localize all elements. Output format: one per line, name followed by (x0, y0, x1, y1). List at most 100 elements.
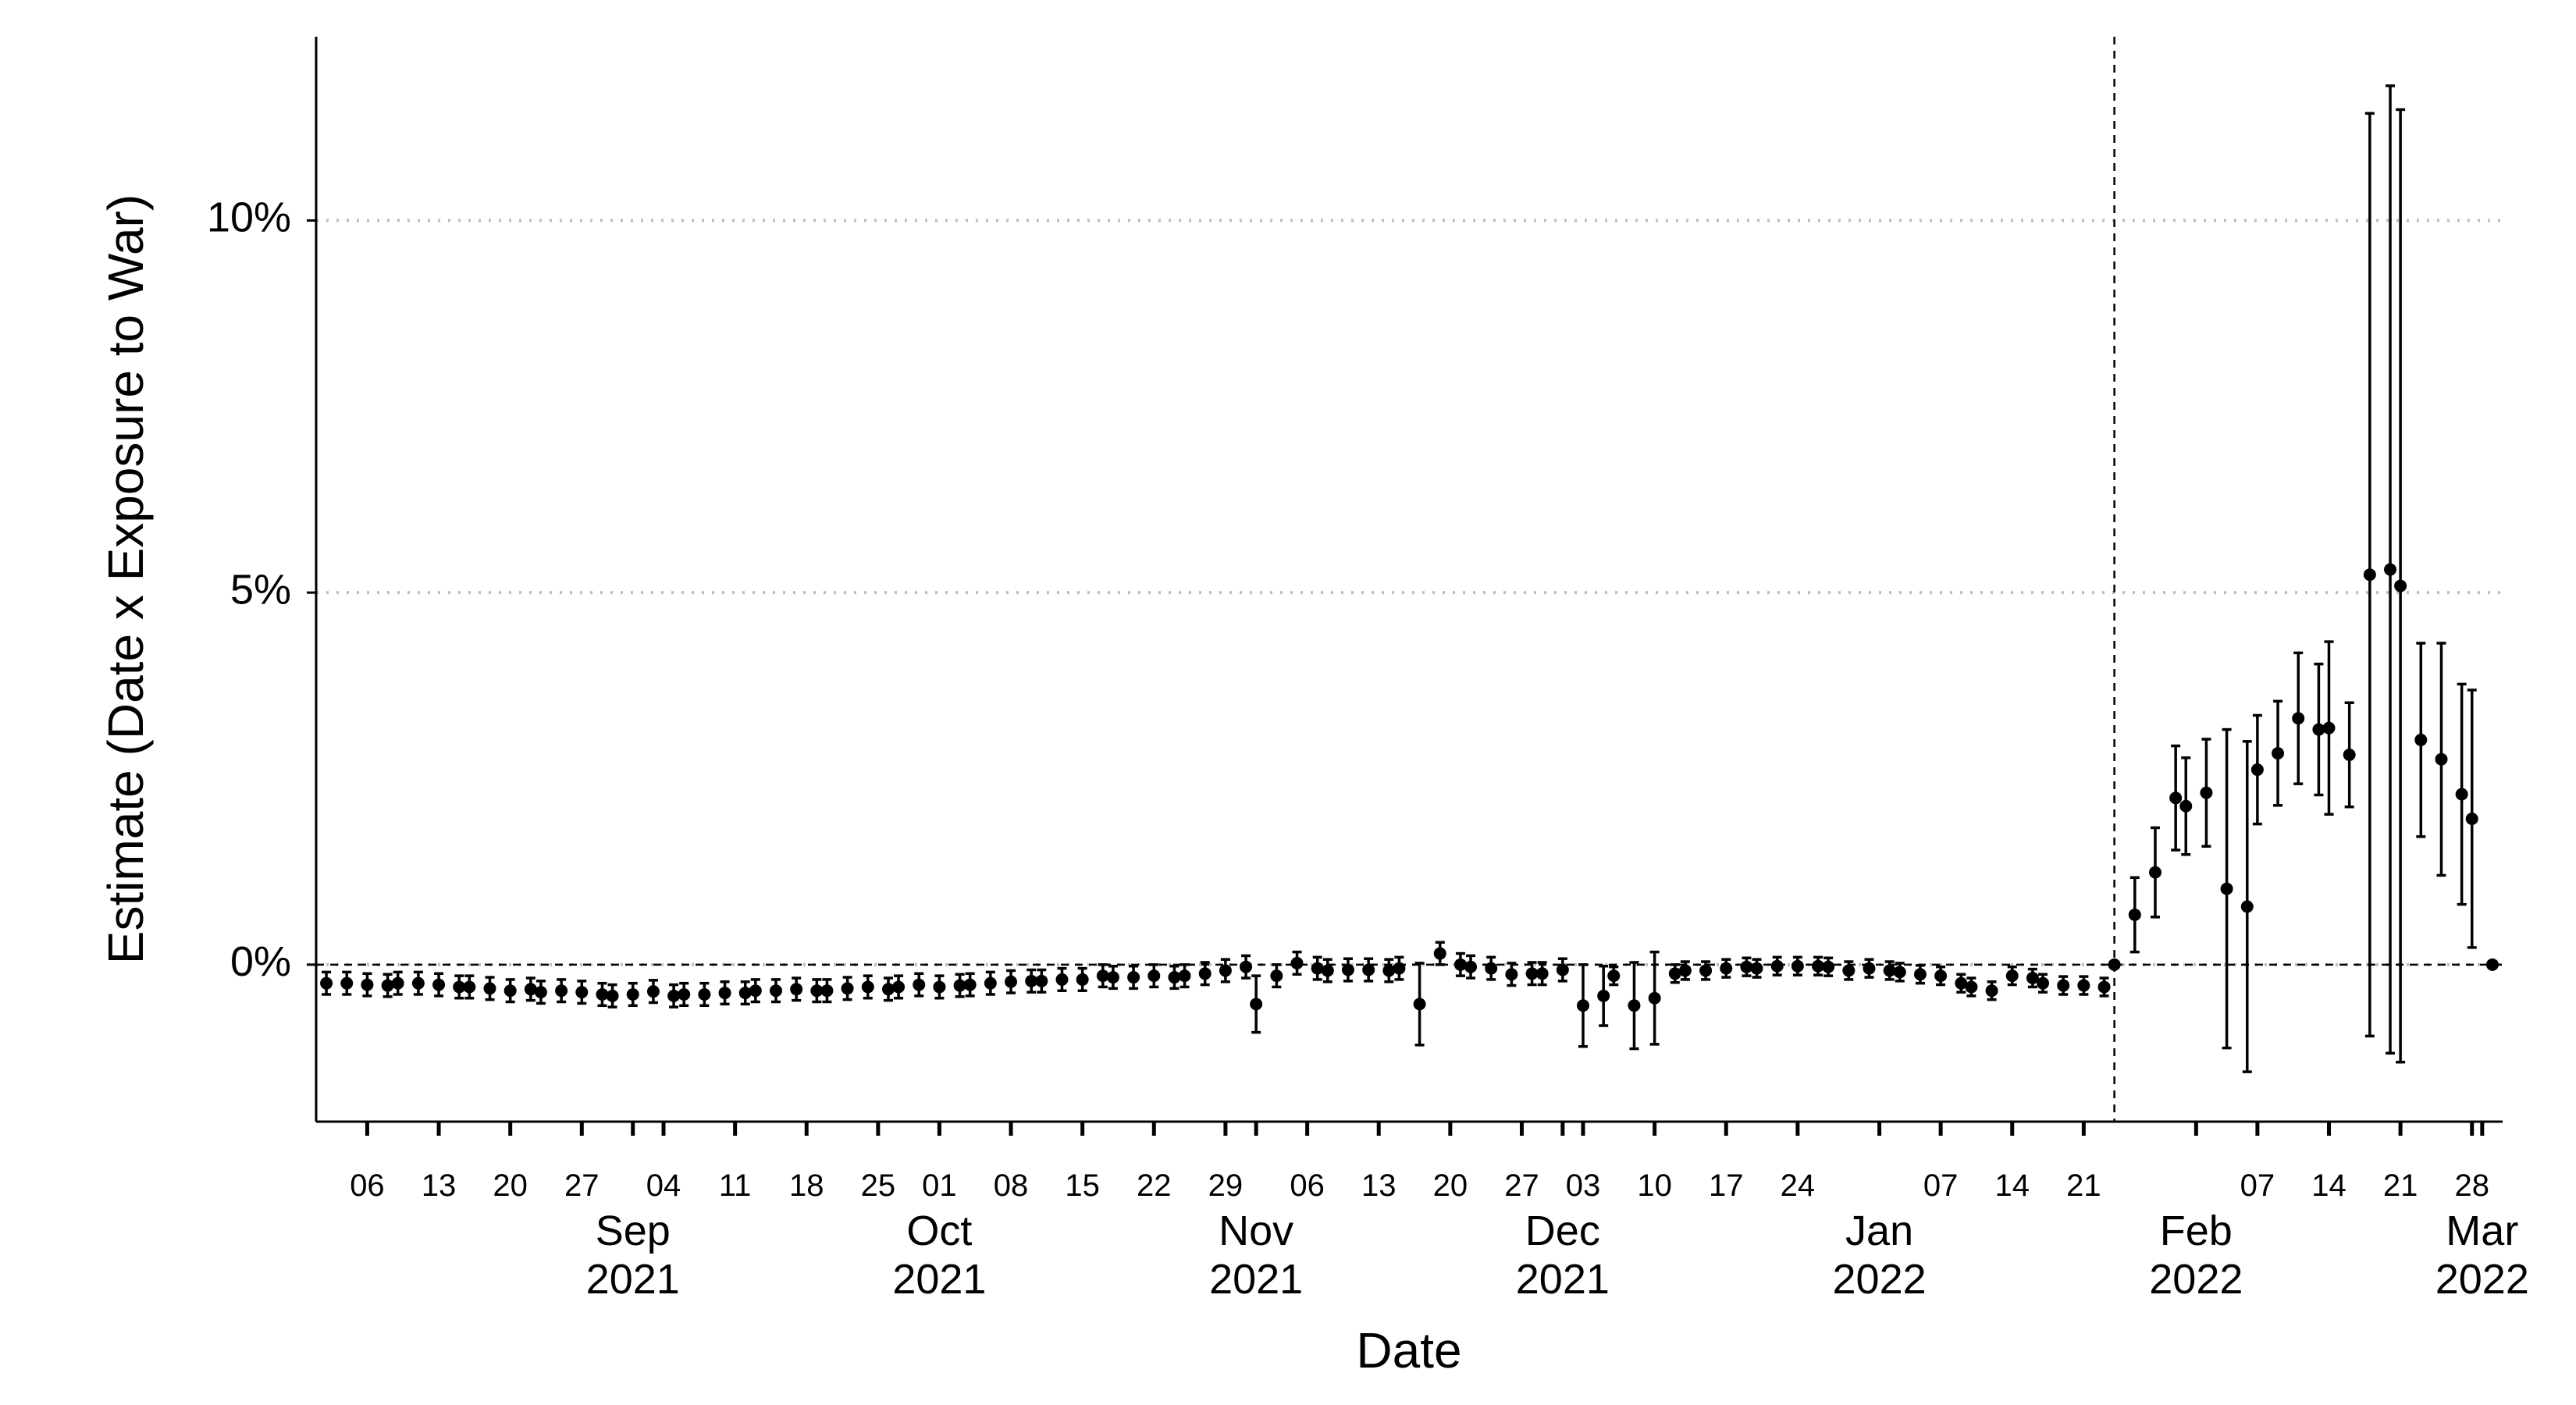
point (2394, 579, 2407, 592)
x-tick-label: 27 (1504, 1168, 1539, 1203)
point (1597, 989, 1610, 1002)
x-tick-label: 20 (493, 1168, 528, 1203)
point (453, 980, 466, 994)
point (503, 984, 517, 998)
point (1955, 976, 1968, 990)
point (2005, 969, 2019, 983)
point (524, 983, 537, 996)
point (738, 987, 752, 1000)
point (1362, 963, 1375, 976)
x-tick-label: 11 (718, 1168, 752, 1203)
point (2026, 972, 2039, 985)
point (1525, 967, 1539, 980)
point (1198, 967, 1212, 980)
point (2097, 980, 2111, 994)
point (1607, 969, 1621, 983)
x-tick-label: 17 (1709, 1168, 1744, 1203)
point (1740, 960, 1753, 973)
x-tick-label: 04 (646, 1168, 681, 1203)
point (1842, 964, 1856, 977)
point (1913, 968, 1927, 981)
x-tick-label: 14 (1994, 1168, 2030, 1203)
point (1699, 964, 1713, 977)
point (646, 985, 660, 998)
point (626, 987, 639, 1001)
y-axis-title: Estimate (Date x Exposure to War) (98, 194, 154, 964)
point (933, 980, 946, 994)
point (1035, 974, 1048, 987)
point (1577, 999, 1590, 1012)
point (2148, 866, 2161, 879)
x-tick-label: 01 (922, 1168, 957, 1203)
x-tick-label: 03 (1565, 1168, 1601, 1203)
point (841, 982, 854, 995)
point (810, 984, 824, 998)
point (1076, 973, 1089, 986)
point (963, 978, 977, 991)
point (1863, 962, 1876, 975)
point (1720, 962, 1733, 975)
y-tick-label: 10% (207, 194, 291, 241)
point (2057, 979, 2070, 992)
point (361, 978, 374, 991)
y-tick-label: 0% (230, 938, 291, 985)
point (1382, 964, 1396, 977)
x-tick-label: 22 (1137, 1168, 1172, 1203)
point (534, 986, 547, 999)
point (1556, 963, 1569, 976)
point (1168, 971, 1181, 984)
x-month-label: Mar 2022 (2435, 1208, 2529, 1303)
point (2384, 563, 2397, 576)
point (1290, 956, 1304, 969)
point (1822, 960, 1835, 973)
point (2435, 752, 2448, 766)
point (555, 984, 568, 998)
point (1147, 969, 1161, 983)
x-tick-label: 14 (2311, 1168, 2347, 1203)
point (984, 976, 997, 990)
point (1678, 964, 1692, 977)
point (2322, 721, 2336, 735)
point (1096, 969, 1109, 983)
point (1127, 971, 1140, 984)
point (381, 979, 394, 992)
point (2077, 979, 2090, 992)
point (769, 984, 782, 998)
point (2343, 748, 2356, 761)
point (2485, 958, 2499, 971)
point (1648, 991, 1661, 1005)
point (2250, 763, 2264, 777)
x-tick-label: 21 (2066, 1168, 2101, 1203)
point (2037, 976, 2050, 990)
x-tick-label: 07 (2240, 1168, 2275, 1203)
x-tick-label: 28 (2454, 1168, 2489, 1203)
point (391, 976, 404, 990)
x-month-label: Feb 2022 (2149, 1208, 2243, 1303)
point (1106, 971, 1119, 984)
point (340, 976, 354, 990)
point (606, 989, 619, 1002)
point (1750, 962, 1763, 975)
point (2455, 788, 2468, 801)
point (881, 983, 895, 996)
x-axis-title: Date (1356, 1322, 1461, 1378)
x-month-label: Sep 2021 (585, 1208, 680, 1303)
x-month-label: Oct 2021 (892, 1208, 987, 1303)
point (749, 984, 762, 998)
x-tick-label: 10 (1637, 1168, 1672, 1203)
x-month-label: Nov 2021 (1209, 1208, 1304, 1303)
point (2292, 712, 2305, 725)
point (2179, 799, 2193, 813)
point (667, 989, 681, 1002)
point (1883, 964, 1896, 977)
y-tick-label: 5% (230, 566, 291, 613)
x-tick-label: 24 (1780, 1168, 1816, 1203)
point (575, 986, 589, 999)
point (1464, 960, 1478, 973)
x-tick-label: 29 (1208, 1168, 1244, 1203)
x-tick-label: 08 (993, 1168, 1029, 1203)
point (411, 976, 425, 990)
point (320, 976, 333, 990)
